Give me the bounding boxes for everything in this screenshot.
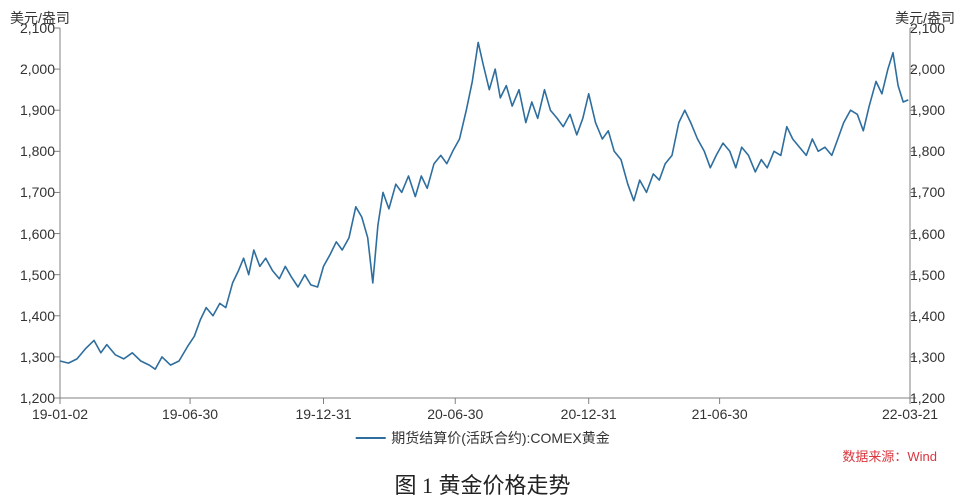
y-tick-label-right: 2,100 xyxy=(910,20,945,36)
figure-caption: 图 1 黄金价格走势 xyxy=(394,468,570,500)
x-tick-label: 19-01-02 xyxy=(32,406,88,422)
legend-line xyxy=(355,437,385,439)
y-tick-label-right: 1,300 xyxy=(910,349,945,365)
y-tick-label-left: 1,400 xyxy=(20,308,55,324)
y-tick-label-left: 2,100 xyxy=(20,20,55,36)
y-tick-label-left: 1,200 xyxy=(20,390,55,406)
x-tick-label: 20-06-30 xyxy=(427,406,483,422)
y-tick-label-left: 1,900 xyxy=(20,102,55,118)
chart-container: 美元/盎司 美元/盎司 1,2001,3001,4001,5001,6001,7… xyxy=(0,0,965,500)
y-tick-label-left: 1,800 xyxy=(20,143,55,159)
y-tick-label-left: 1,300 xyxy=(20,349,55,365)
y-tick-label-right: 1,800 xyxy=(910,143,945,159)
legend: 期货结算价(活跃合约):COMEX黄金 xyxy=(355,428,610,448)
y-tick-label-right: 1,700 xyxy=(910,184,945,200)
x-tick-label: 22-03-21 xyxy=(882,406,938,422)
x-tick-label: 19-12-31 xyxy=(295,406,351,422)
y-tick-label-right: 1,200 xyxy=(910,390,945,406)
x-tick-label: 20-12-31 xyxy=(561,406,617,422)
y-tick-label-right: 2,000 xyxy=(910,61,945,77)
legend-label: 期货结算价(活跃合约):COMEX黄金 xyxy=(391,428,610,448)
plot-area xyxy=(60,28,910,398)
y-tick-label-right: 1,400 xyxy=(910,308,945,324)
y-tick-label-right: 1,500 xyxy=(910,267,945,283)
y-tick-label-left: 2,000 xyxy=(20,61,55,77)
x-tick-label: 19-06-30 xyxy=(162,406,218,422)
y-tick-label-left: 1,500 xyxy=(20,267,55,283)
y-tick-label-left: 1,700 xyxy=(20,184,55,200)
data-source: 数据来源：Wind xyxy=(842,446,937,465)
y-tick-label-right: 1,900 xyxy=(910,102,945,118)
y-tick-label-left: 1,600 xyxy=(20,226,55,242)
line-chart-svg xyxy=(60,28,910,398)
price-series-line xyxy=(60,42,908,369)
x-tick-label: 21-06-30 xyxy=(692,406,748,422)
y-tick-label-right: 1,600 xyxy=(910,226,945,242)
